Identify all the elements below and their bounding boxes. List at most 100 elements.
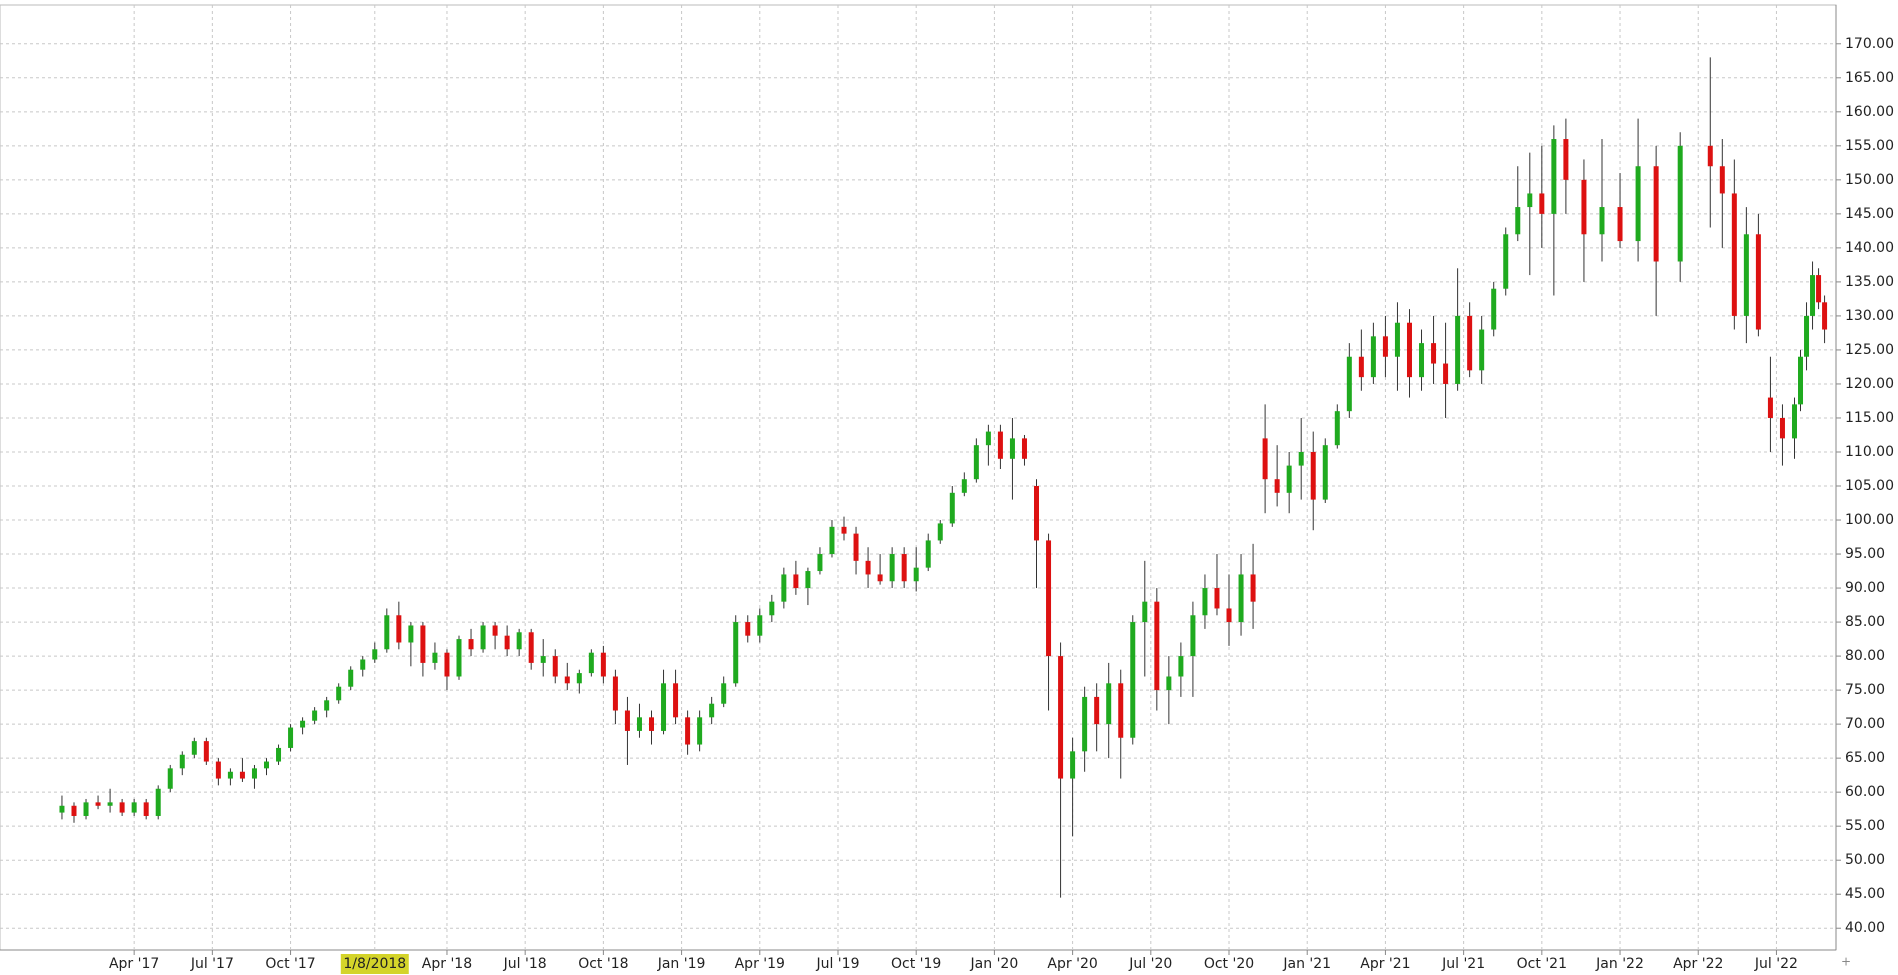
candle-body xyxy=(1479,329,1485,371)
candle-body xyxy=(1491,288,1497,330)
candle-body xyxy=(1653,166,1659,262)
candle-body xyxy=(276,747,282,762)
candle-body xyxy=(1539,193,1545,214)
x-tick-label: Jul '17 xyxy=(190,956,234,972)
candle-body xyxy=(480,625,486,650)
candle-body xyxy=(1816,275,1822,303)
y-tick-label: 155.00 xyxy=(1845,138,1894,154)
y-tick-label: 80.00 xyxy=(1845,648,1885,664)
candle-body xyxy=(949,492,955,524)
candle-body xyxy=(143,802,149,816)
plot-area xyxy=(0,4,1837,951)
candle-body xyxy=(588,652,594,674)
candle-body xyxy=(685,717,691,745)
candle-body xyxy=(83,802,89,816)
candle-body xyxy=(1166,676,1172,691)
x-tick-label: Oct '20 xyxy=(1204,956,1254,972)
candle-body xyxy=(937,523,943,541)
y-tick-label: 170.00 xyxy=(1845,36,1894,52)
candle-body xyxy=(1677,145,1683,262)
candle-body xyxy=(841,526,847,534)
crosshair-label: 1/8/2018 xyxy=(343,956,406,972)
candle-body xyxy=(251,768,257,779)
candle-body xyxy=(1034,486,1040,541)
candle-body xyxy=(312,710,318,721)
candle-body xyxy=(805,571,811,589)
x-tick-label: Jan '19 xyxy=(657,956,706,972)
candle-body xyxy=(131,802,137,813)
x-tick-label: Jan '21 xyxy=(1282,956,1331,972)
candle-body xyxy=(1515,207,1521,235)
candle-body xyxy=(961,479,967,493)
candle-body xyxy=(1467,315,1473,371)
candle-body xyxy=(1822,302,1828,330)
candle-body xyxy=(1021,438,1027,459)
x-tick-label: Oct '18 xyxy=(578,956,628,972)
y-tick-label: 50.00 xyxy=(1845,852,1885,868)
candle-body xyxy=(1346,356,1352,412)
candle-body xyxy=(1394,322,1400,357)
candle-body xyxy=(564,676,570,684)
candle-body xyxy=(1106,683,1112,725)
candle-body xyxy=(985,431,991,446)
candle-body xyxy=(167,768,173,789)
y-tick-label: 130.00 xyxy=(1845,308,1894,324)
candle-body xyxy=(721,683,727,704)
candle-body xyxy=(227,771,233,779)
candle-body xyxy=(649,717,655,731)
x-tick-label: Jan '20 xyxy=(970,956,1019,972)
candle-body xyxy=(1599,207,1605,235)
candle-body xyxy=(300,720,306,728)
candle-body xyxy=(1322,445,1328,500)
candle-body xyxy=(191,741,197,755)
y-tick-label: 115.00 xyxy=(1845,410,1894,426)
candle-body xyxy=(1503,234,1509,289)
x-tick-label: Jul '20 xyxy=(1128,956,1172,972)
candle-body xyxy=(263,761,269,769)
candle-body xyxy=(745,622,751,636)
candle-body xyxy=(420,625,426,663)
candle-body xyxy=(913,567,919,582)
candle-body xyxy=(1202,588,1208,616)
candle-body xyxy=(203,741,209,762)
candle-body xyxy=(1130,622,1136,738)
candle-body xyxy=(215,761,221,779)
candle-body xyxy=(540,656,546,663)
candle-body xyxy=(107,802,113,806)
corner-marker: + xyxy=(1841,955,1851,969)
candle-body xyxy=(1431,343,1437,364)
candle-body xyxy=(1214,588,1220,609)
candle-body xyxy=(624,710,630,731)
candle-body xyxy=(1370,336,1376,378)
y-tick-label: 135.00 xyxy=(1845,274,1894,290)
candle-body xyxy=(576,673,582,684)
x-tick-label: Apr '19 xyxy=(735,956,785,972)
candle-body xyxy=(71,805,77,816)
candle-body xyxy=(348,669,354,687)
x-tick-label: Apr '21 xyxy=(1360,956,1410,972)
candle-body xyxy=(1779,417,1785,439)
candle-body xyxy=(1094,696,1100,725)
candle-body xyxy=(757,615,763,636)
candle-body xyxy=(1798,356,1804,405)
candle-body xyxy=(1286,465,1292,493)
y-tick-label: 165.00 xyxy=(1845,70,1894,86)
candle-body xyxy=(1070,751,1076,779)
candle-body xyxy=(1755,234,1761,330)
candle-body xyxy=(697,717,703,745)
candle-body xyxy=(1804,315,1810,357)
candle-body xyxy=(516,632,522,650)
candle-body xyxy=(1581,179,1587,235)
y-tick-label: 60.00 xyxy=(1845,784,1885,800)
candle-body xyxy=(1635,166,1641,242)
x-tick-label: Oct '19 xyxy=(891,956,941,972)
y-tick-label: 125.00 xyxy=(1845,342,1894,358)
candle-body xyxy=(1262,438,1268,480)
candle-body xyxy=(1310,451,1316,500)
candle-body xyxy=(1617,207,1623,242)
candle-body xyxy=(853,533,859,561)
x-tick-label: Jul '21 xyxy=(1441,956,1485,972)
candle-body xyxy=(360,659,366,670)
candle-body xyxy=(769,601,775,616)
y-tick-label: 85.00 xyxy=(1845,614,1885,630)
